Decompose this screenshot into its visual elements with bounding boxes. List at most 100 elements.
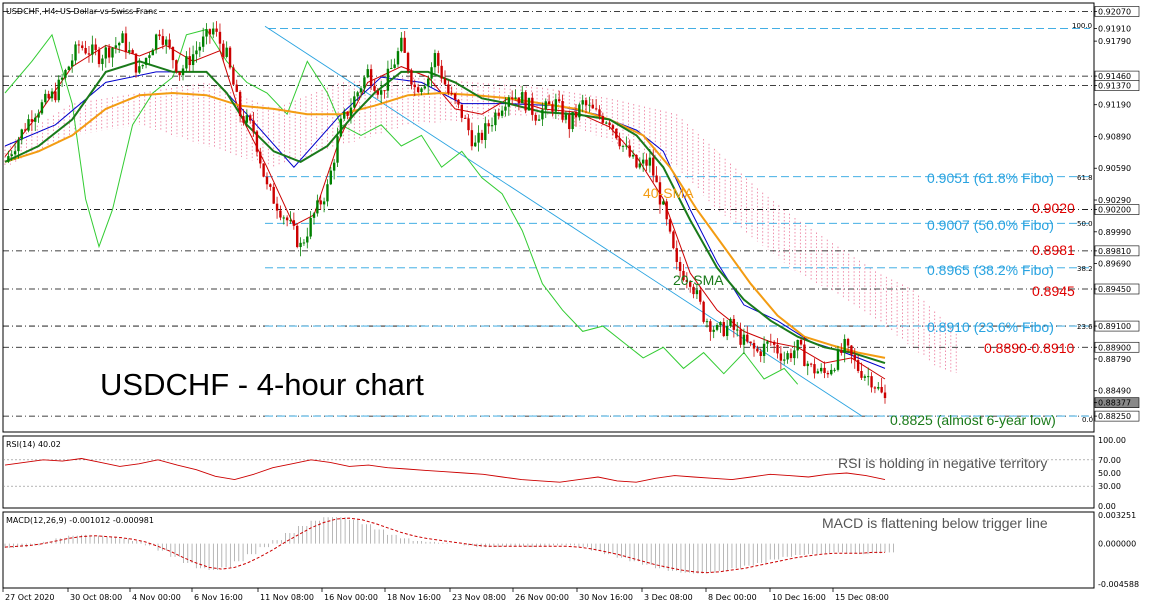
fibo-pct-0: 0.0: [1082, 416, 1093, 424]
candle-down: [591, 104, 594, 109]
candle-up: [67, 66, 71, 71]
candle-down: [772, 341, 776, 345]
price-axis-label: 0.91370: [1098, 82, 1131, 91]
candle-up: [60, 77, 64, 80]
candle-down: [175, 60, 178, 72]
candle-up: [705, 321, 709, 323]
candle-up: [40, 102, 44, 114]
candle-up: [128, 50, 131, 53]
candle-up: [504, 106, 507, 111]
candle-down: [574, 111, 578, 118]
candle-down: [776, 344, 779, 354]
candle-down: [850, 345, 853, 355]
candle-up: [793, 350, 796, 359]
candle-up: [605, 122, 608, 124]
candle-down: [81, 45, 84, 48]
candle-down: [171, 46, 175, 61]
fibonacci-levels: [265, 27, 1090, 417]
macd-annotation: MACD is flattening below trigger line: [822, 515, 1048, 531]
candle-down: [161, 36, 165, 45]
candle-up: [571, 111, 574, 130]
time-axis-label: 30 Nov 16:00: [579, 593, 633, 602]
price-axis-label: 0.91190: [1098, 101, 1131, 110]
candle-up: [715, 325, 719, 330]
candle-down: [799, 339, 803, 345]
candle-down: [259, 151, 262, 164]
candle-down: [756, 348, 759, 352]
candle-up: [27, 119, 30, 131]
rsi-axis-label: 30.00: [1098, 482, 1121, 491]
candle-down: [531, 97, 534, 115]
candle-up: [588, 104, 591, 106]
annotation-level-8981: 0.8981: [1032, 242, 1075, 258]
price-axis-label: 0.90590: [1098, 164, 1131, 173]
candle-down: [208, 29, 212, 35]
candle-up: [363, 77, 366, 89]
fibo-pct-382: 38.2: [1077, 265, 1093, 273]
candle-up: [205, 29, 208, 37]
candle-up: [70, 60, 74, 67]
candle-up: [742, 334, 746, 345]
candle-down: [47, 93, 50, 99]
candle-down: [547, 101, 551, 105]
candle-down: [131, 50, 134, 54]
candle-down: [645, 159, 648, 166]
candle-up: [816, 371, 820, 374]
candle-down: [218, 31, 222, 44]
price-axis-label: 0.91910: [1098, 24, 1131, 33]
candle-down: [232, 67, 235, 85]
price-axis-label: 0.91460: [1098, 72, 1131, 81]
candle-down: [551, 104, 554, 112]
candle-down: [658, 182, 662, 205]
candle-down: [803, 344, 806, 367]
candle-up: [564, 114, 568, 120]
candle-down: [406, 52, 410, 71]
candle-up: [819, 367, 823, 372]
time-axis-label: 6 Nov 16:00: [194, 593, 243, 602]
macd-panel: [2, 511, 1095, 589]
candle-down: [467, 118, 470, 131]
annotation-sma40: 40-SMA: [643, 185, 694, 201]
chart-symbol: USDCHF, H4:: [6, 7, 58, 16]
macd-indicator: 0.003251 0.000000 -0.004588: [4, 511, 1139, 589]
annotation-level-8890-8910: 0.8890-0.8910: [984, 340, 1075, 356]
candle-up: [554, 99, 558, 112]
candle-down: [346, 111, 349, 116]
candle-up: [537, 119, 541, 121]
annotation-level-8945: 0.8945: [1032, 283, 1075, 299]
candle-up: [332, 162, 336, 171]
macd-title: MACD(12,26,9) -0.001012 -0.000981: [6, 516, 154, 525]
candle-down: [594, 108, 598, 110]
candle-down: [739, 329, 742, 345]
annotation-level-9020: 0.9020: [1032, 200, 1075, 216]
time-axis-label: 4 Nov 00:00: [132, 593, 181, 602]
annotation-fibo-50: 0.9007 (50.0% Fibo): [927, 217, 1054, 233]
candle-down: [94, 44, 97, 51]
candle-up: [74, 44, 77, 61]
candle-down: [752, 342, 756, 349]
candle-up: [185, 56, 188, 69]
price-axis-label: 0.89810: [1098, 247, 1131, 256]
candle-down: [383, 90, 386, 92]
candle-down: [319, 200, 322, 205]
candle-up: [316, 200, 319, 214]
candle-down: [487, 123, 490, 127]
candle-down: [235, 84, 238, 92]
candle-down: [856, 360, 860, 371]
candle-down: [242, 116, 245, 123]
price-axis-label: 0.89450: [1098, 285, 1131, 294]
candle-up: [494, 112, 497, 126]
candle-down: [584, 100, 588, 106]
candle-down: [403, 37, 406, 53]
candle-down: [601, 116, 605, 123]
candle-down: [158, 34, 161, 37]
candle-down: [675, 248, 678, 262]
candle-down: [880, 386, 883, 393]
annotation-fibo-382: 0.8965 (38.2% Fibo): [927, 262, 1054, 278]
time-axis-label: 8 Dec 00:00: [708, 593, 757, 602]
candle-down: [457, 99, 460, 105]
candle-down: [285, 217, 289, 221]
candle-up: [843, 338, 846, 353]
candle-up: [500, 110, 504, 116]
